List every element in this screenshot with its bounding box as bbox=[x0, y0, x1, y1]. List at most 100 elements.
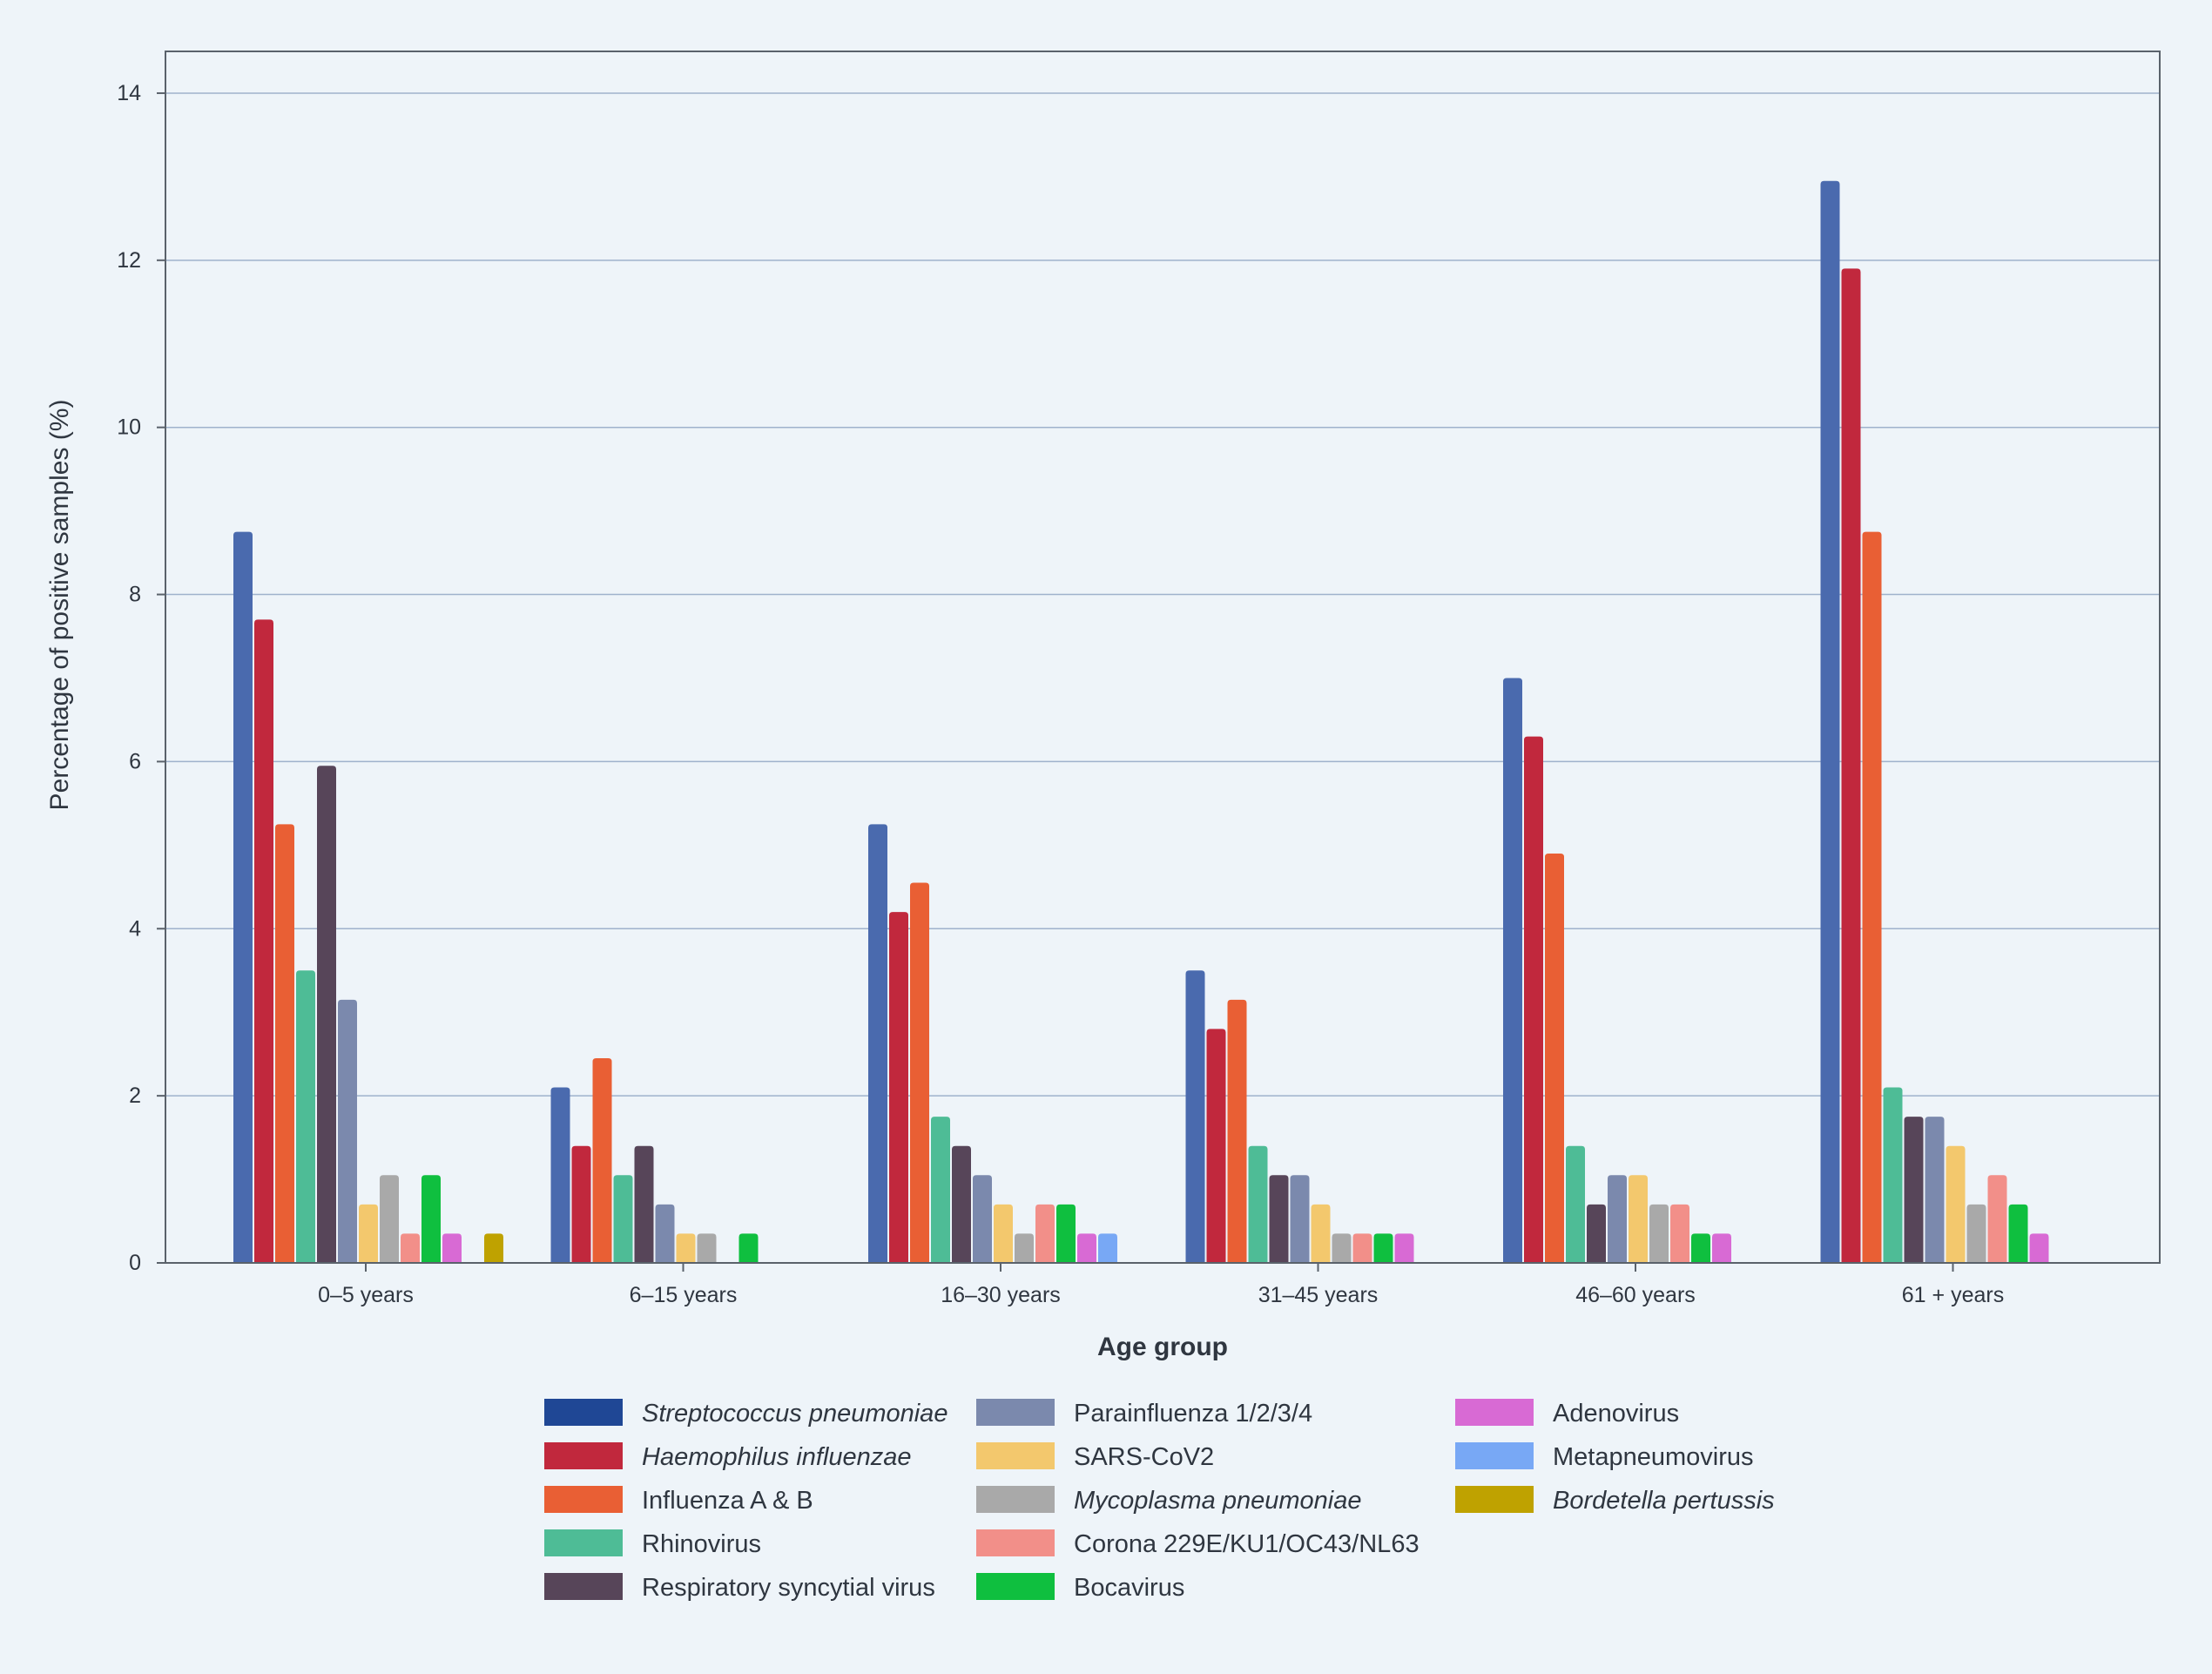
bar-parainfluenza-1-2-3-4-0-5-years bbox=[338, 999, 357, 1263]
legend-swatch bbox=[976, 1573, 1055, 1600]
legend-label: Metapneumovirus bbox=[1553, 1443, 1754, 1471]
bar-sars-cov2-0-5-years bbox=[359, 1204, 378, 1263]
bar-parainfluenza-1-2-3-4-6-15-years bbox=[655, 1204, 675, 1263]
legend-swatch bbox=[1455, 1399, 1534, 1426]
bar-bocavirus-46-60-years bbox=[1691, 1233, 1710, 1263]
legend-label: Mycoplasma pneumoniae bbox=[1074, 1487, 1361, 1515]
legend-swatch bbox=[1455, 1486, 1534, 1513]
legend-swatch bbox=[544, 1573, 623, 1600]
bar-mycoplasma-pneumoniae-16-30-years bbox=[1015, 1233, 1034, 1263]
legend-swatch bbox=[976, 1442, 1055, 1469]
legend-swatch bbox=[1455, 1442, 1534, 1469]
bar-corona-229e-ku1-oc43-nl63-31-45-years bbox=[1352, 1233, 1372, 1263]
bar-haemophilus-influenzae-0-5-years bbox=[254, 619, 273, 1263]
legend-label: Parainfluenza 1/2/3/4 bbox=[1074, 1400, 1312, 1428]
legend-swatch bbox=[976, 1399, 1055, 1426]
legend-label: Rhinovirus bbox=[642, 1530, 761, 1558]
bar-rhinovirus-16-30-years bbox=[931, 1117, 950, 1263]
legend-item: Metapneumovirus bbox=[1455, 1442, 1754, 1471]
x-axis-title: Age group bbox=[1097, 1333, 1228, 1361]
bar-streptococcus-pneumoniae-0-5-years bbox=[233, 531, 253, 1263]
y-tick-label: 6 bbox=[129, 749, 141, 773]
bar-influenza-a-b-6-15-years bbox=[592, 1057, 612, 1263]
bar-streptococcus-pneumoniae-16-30-years bbox=[868, 824, 887, 1263]
legend-swatch bbox=[544, 1442, 623, 1469]
gridlines bbox=[165, 92, 2160, 1097]
bar-mycoplasma-pneumoniae-61-years bbox=[1966, 1204, 1986, 1263]
bar-streptococcus-pneumoniae-61-years bbox=[1820, 180, 1840, 1263]
bar-influenza-a-b-46-60-years bbox=[1545, 853, 1564, 1263]
bar-respiratory-syncytial-virus-16-30-years bbox=[952, 1145, 971, 1263]
legend-swatch bbox=[544, 1399, 623, 1426]
y-axis-ticks: 0 2 4 6 8 10 12 14 bbox=[117, 81, 165, 1275]
legend-label: Streptococcus pneumoniae bbox=[642, 1400, 948, 1428]
bar-rhinovirus-31-45-years bbox=[1248, 1145, 1268, 1263]
bar-bocavirus-61-years bbox=[2008, 1204, 2028, 1263]
legend-item: Bocavirus bbox=[976, 1573, 1184, 1602]
bar-rhinovirus-61-years bbox=[1883, 1087, 1903, 1263]
legend-item: Parainfluenza 1/2/3/4 bbox=[976, 1399, 1312, 1428]
bar-streptococcus-pneumoniae-31-45-years bbox=[1185, 970, 1205, 1263]
bar-parainfluenza-1-2-3-4-46-60-years bbox=[1608, 1175, 1627, 1263]
legend-swatch bbox=[544, 1486, 623, 1513]
bar-adenovirus-46-60-years bbox=[1712, 1233, 1731, 1263]
bar-respiratory-syncytial-virus-31-45-years bbox=[1269, 1175, 1289, 1263]
legend-label: Corona 229E/KU1/OC43/NL63 bbox=[1074, 1530, 1420, 1558]
bar-respiratory-syncytial-virus-0-5-years bbox=[317, 766, 336, 1263]
bar-haemophilus-influenzae-46-60-years bbox=[1524, 736, 1543, 1263]
bar-respiratory-syncytial-virus-46-60-years bbox=[1587, 1204, 1606, 1263]
legend-label: SARS-CoV2 bbox=[1074, 1443, 1214, 1471]
y-tick-label: 14 bbox=[117, 81, 141, 105]
x-tick-label: 6–15 years bbox=[630, 1283, 738, 1307]
bar-parainfluenza-1-2-3-4-16-30-years bbox=[973, 1175, 992, 1263]
x-tick-label: 61 + years bbox=[1902, 1283, 2004, 1307]
bar-adenovirus-61-years bbox=[2029, 1233, 2049, 1263]
legend-label: Haemophilus influenzae bbox=[642, 1443, 912, 1471]
x-tick-label: 31–45 years bbox=[1258, 1283, 1379, 1307]
bar-streptococcus-pneumoniae-46-60-years bbox=[1503, 678, 1522, 1263]
legend-item: Bordetella pertussis bbox=[1455, 1486, 1775, 1515]
y-tick-label: 12 bbox=[117, 248, 141, 273]
y-tick-label: 0 bbox=[129, 1251, 141, 1275]
legend-label: Influenza A & B bbox=[642, 1487, 813, 1515]
bar-streptococcus-pneumoniae-6-15-years bbox=[550, 1087, 570, 1263]
bar-corona-229e-ku1-oc43-nl63-16-30-years bbox=[1035, 1204, 1055, 1263]
bar-sars-cov2-31-45-years bbox=[1311, 1204, 1331, 1263]
legend-label: Adenovirus bbox=[1553, 1400, 1679, 1428]
y-tick-label: 2 bbox=[129, 1083, 141, 1108]
x-tick-label: 46–60 years bbox=[1575, 1283, 1696, 1307]
bar-respiratory-syncytial-virus-6-15-years bbox=[634, 1145, 654, 1263]
bar-corona-229e-ku1-oc43-nl63-0-5-years bbox=[401, 1233, 420, 1263]
bar-sars-cov2-61-years bbox=[1946, 1145, 1966, 1263]
legend-swatch bbox=[544, 1529, 623, 1556]
bar-bocavirus-31-45-years bbox=[1373, 1233, 1393, 1263]
x-axis-ticks: 0–5 years 6–15 years 16–30 years 31–45 year… bbox=[318, 1263, 2004, 1307]
y-tick-label: 8 bbox=[129, 583, 141, 607]
legend-label: Bordetella pertussis bbox=[1553, 1487, 1775, 1515]
legend-item: Haemophilus influenzae bbox=[544, 1442, 912, 1471]
bar-influenza-a-b-31-45-years bbox=[1227, 999, 1247, 1263]
bar-mycoplasma-pneumoniae-0-5-years bbox=[380, 1175, 399, 1263]
bar-bocavirus-6-15-years bbox=[738, 1233, 759, 1263]
bar-bordetella-pertussis-0-5-years bbox=[484, 1233, 503, 1263]
bar-haemophilus-influenzae-6-15-years bbox=[571, 1145, 591, 1263]
y-tick-label: 10 bbox=[117, 415, 141, 440]
bar-parainfluenza-1-2-3-4-61-years bbox=[1925, 1117, 1945, 1263]
bar-bocavirus-0-5-years bbox=[421, 1175, 441, 1263]
bar-adenovirus-31-45-years bbox=[1394, 1233, 1414, 1263]
bar-adenovirus-0-5-years bbox=[442, 1233, 462, 1263]
legend: Streptococcus pneumoniae Haemophilus infl… bbox=[544, 1399, 1775, 1602]
bar-influenza-a-b-16-30-years bbox=[910, 882, 929, 1263]
bar-haemophilus-influenzae-31-45-years bbox=[1206, 1029, 1226, 1263]
legend-item: Rhinovirus bbox=[544, 1529, 761, 1558]
bar-adenovirus-16-30-years bbox=[1077, 1233, 1096, 1263]
legend-item: Influenza A & B bbox=[544, 1486, 813, 1515]
bar-influenza-a-b-61-years bbox=[1862, 531, 1882, 1263]
bar-influenza-a-b-0-5-years bbox=[275, 824, 294, 1263]
bar-mycoplasma-pneumoniae-31-45-years bbox=[1332, 1233, 1352, 1263]
bar-rhinovirus-6-15-years bbox=[613, 1175, 633, 1263]
legend-label: Bocavirus bbox=[1074, 1574, 1184, 1602]
y-tick-label: 4 bbox=[129, 916, 141, 941]
bar-rhinovirus-46-60-years bbox=[1566, 1145, 1585, 1263]
